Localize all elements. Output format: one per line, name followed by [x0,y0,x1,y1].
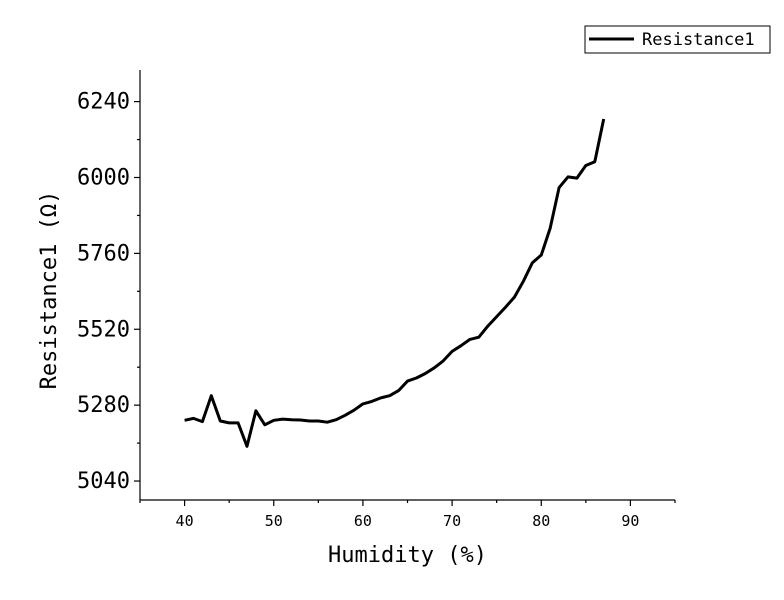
axes [139,70,675,501]
y-tick-label: 5280 [77,393,130,418]
series-line-resistance1 [184,118,606,448]
x-axis-title: Humidity (%) [328,543,487,568]
x-tick-label: 60 [354,512,372,530]
y-tick-label: 5760 [77,241,130,266]
x-tick-label: 50 [265,512,283,530]
legend-label: Resistance1 [642,30,755,50]
x-tick-label: 80 [532,512,550,530]
x-tick-label: 40 [176,512,194,530]
x-ticks: 40 50 60 70 80 90 [139,500,676,530]
y-tick-label: 6000 [77,166,130,191]
y-tick-label: 5040 [77,469,130,494]
y-ticks: 5040 5280 5520 5760 6000 6240 [77,90,140,494]
legend: Resistance1 [584,25,771,54]
x-tick-label: 90 [621,512,639,530]
y-tick-label: 6240 [77,90,130,115]
y-axis-title: Resistance1 (Ω) [37,191,62,390]
y-tick-label: 5520 [77,317,130,342]
x-tick-label: 70 [443,512,461,530]
